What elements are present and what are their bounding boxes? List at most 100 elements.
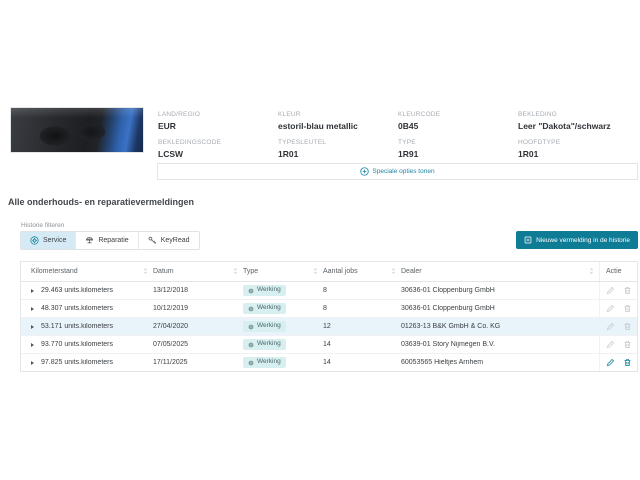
vehicle-field-type: TYPE 1R91: [398, 139, 518, 159]
cell-datum: 07/05/2025: [153, 341, 189, 348]
field-value: 0B45: [398, 121, 419, 131]
expand-row-icon[interactable]: [31, 360, 34, 365]
filter-chip-label: Service: [43, 237, 67, 244]
gear-icon: [248, 323, 254, 330]
field-label: KLEURCODE: [398, 111, 441, 118]
edit-button[interactable]: [605, 358, 615, 368]
type-badge-label: Werking: [257, 340, 281, 348]
cell-actions: [599, 336, 637, 353]
type-badge: Werking: [243, 357, 286, 368]
column-label: Aantal jobs: [323, 268, 358, 275]
field-value: 1R91: [398, 149, 419, 159]
cell-aantal-jobs: 14: [323, 341, 331, 348]
field-label: BEKLEDING: [518, 111, 558, 118]
filter-chip-label: KeyRead: [160, 237, 190, 244]
column-header-dealer[interactable]: Dealer: [401, 262, 599, 281]
history-filter-group: Service Reparatie KeyRead: [20, 231, 200, 250]
column-header-actie: Actie: [599, 262, 637, 281]
table-row[interactable]: 93.770 units.kilometers 07/05/2025 Werki…: [21, 336, 637, 354]
expand-row-icon[interactable]: [31, 342, 34, 347]
expand-row-icon[interactable]: [31, 306, 34, 311]
filter-chip-keyread[interactable]: KeyRead: [138, 232, 199, 249]
gear-icon: [248, 359, 254, 366]
filter-chip-service[interactable]: Service: [21, 232, 77, 249]
delete-button[interactable]: [622, 322, 632, 332]
history-table: Kilometerstand Datum Type Aantal jobs De…: [20, 261, 638, 372]
delete-button[interactable]: [622, 304, 632, 314]
cell-type: Werking: [243, 357, 323, 368]
cell-kilometerstand: 97.825 units.kilometers: [41, 359, 113, 366]
delete-button[interactable]: [622, 286, 632, 296]
new-entry-label: Nieuwe vermelding in de historie: [536, 236, 630, 244]
type-badge-label: Werking: [257, 286, 281, 294]
field-label: BEKLEDINGSCODE: [158, 139, 222, 146]
sort-icon: [143, 267, 148, 277]
cell-actions: [599, 354, 637, 371]
table-row[interactable]: 29.463 units.kilometers 13/12/2018 Werki…: [21, 282, 637, 300]
vehicle-field-bekledingscode: BEKLEDINGSCODE LCSW: [158, 139, 278, 159]
table-row[interactable]: 53.171 units.kilometers 27/04/2020 Werki…: [21, 318, 637, 336]
section-title: Alle onderhouds- en reparatievermeldinge…: [8, 197, 195, 207]
cell-actions: [599, 318, 637, 335]
cell-aantal-jobs: 12: [323, 323, 331, 330]
vehicle-field-kleurcode: KLEURCODE 0B45: [398, 111, 518, 131]
field-label: TYPESLEUTEL: [278, 139, 327, 146]
cell-actions: [599, 282, 637, 299]
column-header-kilometerstand[interactable]: Kilometerstand: [21, 262, 153, 281]
gear-circle-icon: [30, 236, 39, 245]
table-row[interactable]: 97.825 units.kilometers 17/11/2025 Werki…: [21, 354, 637, 371]
cell-aantal-jobs: 14: [323, 359, 331, 366]
new-entry-document-icon: [524, 236, 532, 244]
cell-type: Werking: [243, 321, 323, 332]
table-header: Kilometerstand Datum Type Aantal jobs De…: [21, 262, 637, 282]
filter-chip-reparatie[interactable]: Reparatie: [76, 232, 139, 249]
vehicle-details: LAND/REGIO EUR KLEUR estoril-blau metall…: [158, 111, 638, 159]
cell-aantal-jobs: 8: [323, 287, 327, 294]
expand-row-icon[interactable]: [31, 288, 34, 293]
cell-type: Werking: [243, 339, 323, 350]
expand-row-icon[interactable]: [31, 324, 34, 329]
delete-button[interactable]: [622, 358, 632, 368]
edit-button[interactable]: [605, 340, 615, 350]
cell-kilometerstand: 29.463 units.kilometers: [41, 287, 113, 294]
vehicle-field-hoofdtype: HOOFDTYPE 1R01: [518, 139, 638, 159]
type-badge: Werking: [243, 303, 286, 314]
car-lift-icon: [85, 236, 94, 245]
column-header-datum[interactable]: Datum: [153, 262, 243, 281]
sort-icon: [589, 267, 594, 277]
column-label: Dealer: [401, 268, 422, 275]
type-badge-label: Werking: [257, 304, 281, 312]
cell-kilometerstand: 53.171 units.kilometers: [41, 323, 113, 330]
type-badge-label: Werking: [257, 358, 281, 366]
gear-icon: [248, 287, 254, 294]
edit-button[interactable]: [605, 286, 615, 296]
field-value: 1R01: [518, 149, 539, 159]
type-badge: Werking: [243, 339, 286, 350]
sort-icon: [313, 267, 318, 277]
cell-kilometerstand: 48.307 units.kilometers: [41, 305, 113, 312]
key-icon: [148, 236, 157, 245]
delete-button[interactable]: [622, 340, 632, 350]
vehicle-field-bekleding: BEKLEDING Leer "Dakota"/schwarz: [518, 111, 638, 131]
special-options-label: Speciale opties tonen: [372, 168, 435, 175]
gear-icon: [248, 305, 254, 312]
cell-dealer: 01263-13 B&K GmbH & Co. KG: [401, 323, 501, 330]
edit-button[interactable]: [605, 322, 615, 332]
table-row[interactable]: 48.307 units.kilometers 10/12/2019 Werki…: [21, 300, 637, 318]
column-header-aantal-jobs[interactable]: Aantal jobs: [323, 262, 401, 281]
cell-type: Werking: [243, 285, 323, 296]
cell-datum: 27/04/2020: [153, 323, 189, 330]
gear-icon: [248, 341, 254, 348]
field-value: EUR: [158, 121, 176, 131]
vehicle-photo: [10, 107, 144, 153]
special-options-bar: Speciale opties tonen: [157, 163, 638, 180]
cell-datum: 10/12/2019: [153, 305, 189, 312]
edit-button[interactable]: [605, 304, 615, 314]
type-badge-label: Werking: [257, 322, 281, 330]
column-label: Kilometerstand: [31, 268, 78, 275]
field-value: LCSW: [158, 149, 184, 159]
column-header-type[interactable]: Type: [243, 262, 323, 281]
show-special-options-link[interactable]: Speciale opties tonen: [360, 167, 435, 176]
new-history-entry-button[interactable]: Nieuwe vermelding in de historie: [516, 231, 638, 249]
cell-datum: 17/11/2025: [153, 359, 188, 366]
